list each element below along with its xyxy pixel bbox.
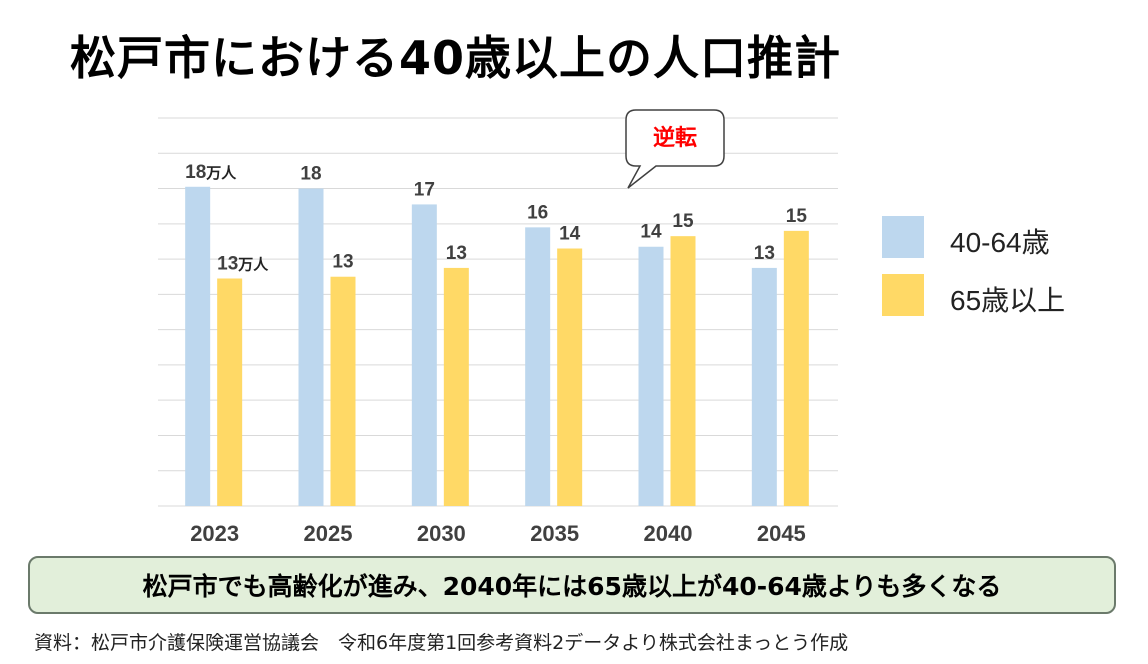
x-tick-label: 2023 <box>190 521 239 546</box>
summary-text: 松戸市でも高齢化が進み、2040年には65歳以上が40-64歳よりも多くなる <box>142 572 1002 601</box>
bar-65-plus <box>330 276 356 506</box>
legend-label-65-plus: 65歳以上 <box>950 285 1066 316</box>
data-label-40-64: 13 <box>754 243 775 264</box>
bar-65-plus <box>217 278 243 506</box>
data-labels-group: 18万人 13万人 18 13 17 13 16 14 14 15 13 15 <box>185 162 807 275</box>
legend-label-40-64: 40-64歳 <box>950 227 1050 258</box>
bar-40-64 <box>638 246 664 506</box>
source-note: 資料：松戸市介護保険運営協議会 令和6年度第1回参考資料2データより株式会社まっ… <box>34 632 849 654</box>
chart-title: 松戸市における40歳以上の人口推計 <box>70 31 842 85</box>
summary-box: 松戸市でも高齢化が進み、2040年には65歳以上が40-64歳よりも多くなる <box>28 556 1116 614</box>
data-label-65-plus: 15 <box>672 211 694 232</box>
annotation-callout: 逆転 <box>625 109 725 189</box>
data-label-65-plus: 13 <box>446 243 467 264</box>
data-label-65-plus: 14 <box>559 224 581 245</box>
data-label-40-64: 16 <box>527 202 548 223</box>
callout-bubble <box>625 109 725 189</box>
x-tick-label: 2025 <box>304 521 353 546</box>
data-label-40-64: 17 <box>414 179 435 200</box>
data-label-unit: 万人 <box>205 165 237 182</box>
legend-swatch-40-64 <box>882 216 924 258</box>
x-tick-label: 2040 <box>644 521 693 546</box>
bar-40-64 <box>525 227 551 506</box>
bar-65-plus <box>670 236 696 506</box>
bar-40-64 <box>185 186 211 507</box>
gridlines <box>158 117 838 507</box>
data-label-40-64: 18 <box>300 164 321 185</box>
data-label-65-plus: 13万人 <box>217 253 269 274</box>
bar-65-plus <box>783 230 809 506</box>
data-label-65-plus: 15 <box>786 206 808 227</box>
x-tick-label: 2035 <box>530 521 579 546</box>
bar-40-64 <box>411 204 437 506</box>
annotation-text: 逆転 <box>653 125 697 151</box>
data-label-40-64: 14 <box>640 222 662 243</box>
legend-swatch-65-plus <box>882 274 924 316</box>
x-tick-label: 2030 <box>417 521 466 546</box>
data-label-unit: 万人 <box>237 256 269 273</box>
bars-group <box>185 186 809 507</box>
bar-40-64 <box>298 188 324 506</box>
bar-40-64 <box>751 267 777 506</box>
x-tick-labels-group: 2023 2025 2030 2035 2040 2045 <box>190 521 806 546</box>
bar-65-plus <box>443 267 469 506</box>
x-tick-label: 2045 <box>757 521 806 546</box>
data-label-40-64: 18万人 <box>185 162 237 183</box>
data-label-65-plus: 13 <box>332 252 353 273</box>
bar-65-plus <box>557 248 583 506</box>
